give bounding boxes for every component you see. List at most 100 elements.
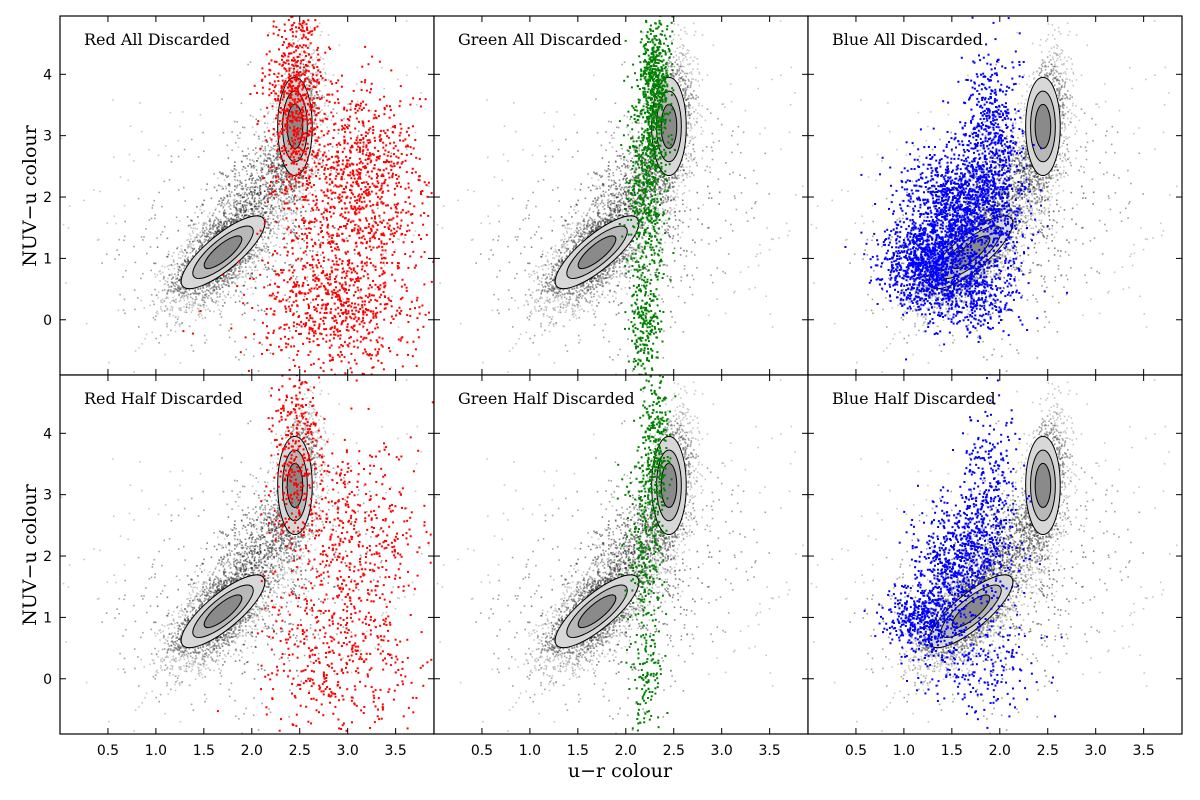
background-point <box>216 217 218 220</box>
background-point <box>209 218 211 221</box>
background-point <box>270 158 272 160</box>
background-point <box>253 254 255 256</box>
background-point <box>260 175 263 177</box>
background-point <box>251 258 254 260</box>
background-point <box>298 196 300 199</box>
background-point <box>272 162 275 164</box>
background-point <box>161 310 163 312</box>
background-point <box>239 181 242 184</box>
background-point <box>176 265 179 268</box>
background-point <box>225 202 228 205</box>
background-point <box>274 135 276 137</box>
background-point <box>231 149 233 151</box>
background-point <box>304 68 307 70</box>
background-point <box>312 174 314 176</box>
background-point <box>226 221 228 223</box>
background-point <box>251 179 253 182</box>
background-point <box>208 212 211 214</box>
background-point <box>268 268 270 270</box>
background-point <box>184 255 186 258</box>
background-point <box>200 235 203 237</box>
background-point <box>319 90 321 92</box>
background-point <box>298 56 301 58</box>
background-point <box>273 232 275 235</box>
background-point <box>188 260 190 263</box>
background-point <box>267 250 269 253</box>
background-point <box>313 106 316 108</box>
background-point <box>186 258 188 260</box>
background-point <box>168 286 170 288</box>
background-point <box>238 359 240 361</box>
background-point <box>213 223 215 225</box>
background-point <box>256 193 258 195</box>
background-point <box>220 316 223 318</box>
background-point <box>273 159 275 162</box>
background-point <box>284 78 287 80</box>
background-point <box>266 205 268 207</box>
background-point <box>181 322 183 325</box>
background-point <box>310 185 312 187</box>
background-point <box>182 287 185 290</box>
background-point <box>164 145 167 147</box>
background-point <box>134 261 137 264</box>
background-point <box>239 200 242 202</box>
background-point <box>228 273 230 275</box>
background-point <box>225 212 227 215</box>
background-point <box>257 260 260 262</box>
background-point <box>222 187 224 190</box>
background-point <box>255 118 257 120</box>
background-point <box>263 245 265 248</box>
background-point <box>216 189 218 192</box>
background-point <box>207 235 210 238</box>
background-point <box>257 247 260 249</box>
background-point <box>241 204 244 206</box>
background-point <box>163 275 165 278</box>
background-point <box>252 355 255 358</box>
background-point <box>356 100 359 103</box>
background-point <box>278 163 280 165</box>
background-point <box>6 280 8 282</box>
background-point <box>176 289 179 292</box>
background-point <box>187 247 189 249</box>
background-point <box>262 208 264 210</box>
background-point <box>270 149 273 151</box>
background-point <box>244 185 247 187</box>
background-point <box>209 220 212 223</box>
background-point <box>314 103 317 106</box>
background-point <box>308 66 311 68</box>
background-point <box>287 188 290 190</box>
background-point <box>267 218 270 220</box>
background-point <box>254 197 256 199</box>
background-point <box>299 33 302 36</box>
background-point <box>267 110 270 113</box>
background-point <box>268 170 270 173</box>
background-point <box>193 223 195 225</box>
background-point <box>264 264 266 266</box>
background-point <box>194 252 197 255</box>
background-point <box>203 306 205 309</box>
background-point <box>269 211 272 213</box>
background-point <box>320 124 322 126</box>
background-point <box>166 281 169 283</box>
background-point <box>157 297 159 299</box>
background-point <box>315 97 317 99</box>
background-point <box>275 177 277 180</box>
background-point <box>246 214 249 216</box>
background-point <box>255 202 257 205</box>
background-point <box>196 206 198 208</box>
background-point <box>213 173 215 175</box>
background-point <box>323 80 325 82</box>
y-axis-label-bottom: NUV−u colour <box>19 483 41 625</box>
background-point <box>236 278 238 280</box>
background-point <box>280 199 282 202</box>
background-point <box>291 194 294 197</box>
background-point <box>261 209 264 212</box>
background-point <box>278 152 280 154</box>
background-point <box>264 179 266 182</box>
background-point <box>307 199 310 202</box>
background-point <box>202 291 204 294</box>
background-point <box>234 269 237 271</box>
background-point <box>380 286 382 289</box>
background-point <box>272 175 275 178</box>
background-point <box>255 208 258 211</box>
